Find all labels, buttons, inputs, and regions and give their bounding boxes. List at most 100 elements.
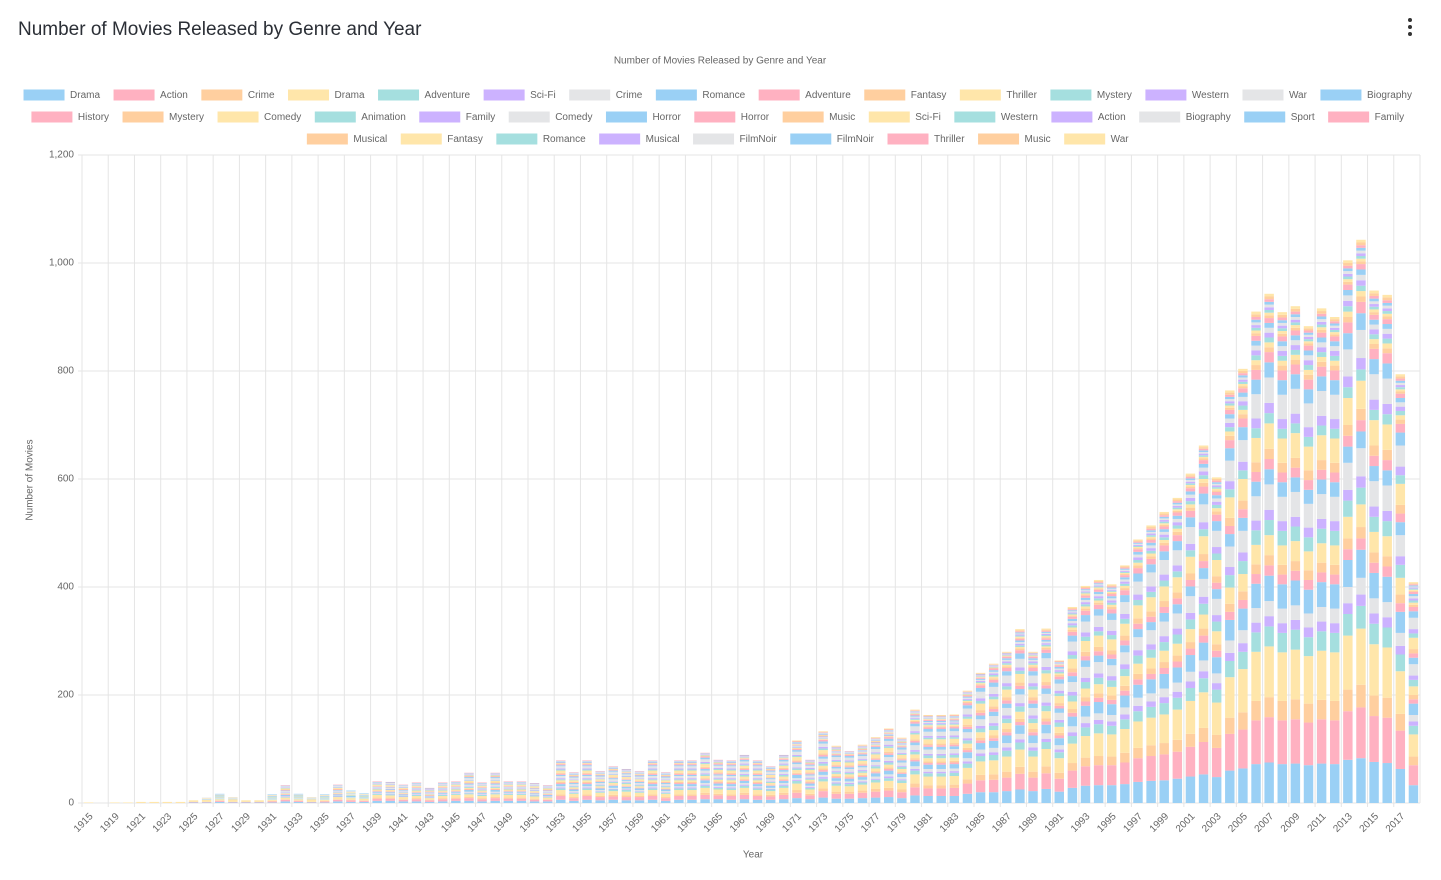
- bar-segment: [1146, 611, 1156, 617]
- bar-segment: [1316, 699, 1327, 720]
- legend-swatch: [508, 111, 550, 123]
- bar-segment: [372, 791, 382, 792]
- bar-segment: [228, 798, 238, 800]
- bar-segment: [424, 789, 435, 791]
- bar-segment: [503, 786, 514, 788]
- bar-segment: [897, 777, 907, 780]
- legend-swatch: [31, 111, 73, 123]
- bar-segment: [923, 771, 933, 774]
- bar-segment: [765, 774, 776, 775]
- bar-segment: [215, 800, 225, 801]
- bar-segment: [1343, 560, 1353, 587]
- bar-segment: [1343, 333, 1353, 350]
- bar-segment: [621, 772, 632, 774]
- bar-segment: [529, 788, 540, 789]
- bar-segment: [1028, 651, 1038, 653]
- bar-segment: [241, 801, 251, 803]
- bar-segment: [1172, 592, 1183, 599]
- bar-segment: [490, 775, 500, 776]
- bar-segment: [870, 753, 881, 755]
- bar-segment: [464, 773, 474, 775]
- bar-segment: [661, 797, 671, 799]
- bar-segment: [674, 762, 684, 764]
- bar-segment: [359, 801, 369, 803]
- bar-segment: [975, 710, 986, 713]
- bar-segment: [1002, 653, 1012, 655]
- bar-segment: [1303, 403, 1314, 428]
- bar-segment: [739, 767, 750, 769]
- bar-segment: [1303, 341, 1314, 344]
- bar-segment: [870, 791, 881, 798]
- bar-segment: [1316, 311, 1327, 314]
- bar-segment: [333, 788, 343, 790]
- bar-segment: [700, 766, 710, 768]
- bar-segment: [1002, 654, 1012, 656]
- bar-segment: [280, 793, 291, 794]
- bar-segment: [739, 774, 750, 777]
- bar-segment: [1225, 717, 1235, 734]
- bar-segment: [280, 796, 291, 798]
- bar-segment: [1264, 575, 1274, 602]
- bar-segment: [1356, 258, 1366, 262]
- bar-segment: [1225, 660, 1235, 678]
- bar-segment: [936, 768, 946, 772]
- bar-segment: [1198, 741, 1209, 775]
- bar-segment: [1343, 425, 1353, 436]
- bar-segment: [1002, 686, 1012, 690]
- bar-segment: [1120, 581, 1130, 584]
- bar-segment: [1133, 623, 1143, 630]
- bar-segment: [779, 758, 789, 760]
- bar-segment: [661, 792, 671, 793]
- bar-segment: [1382, 576, 1392, 603]
- bar-segment: [897, 739, 907, 740]
- bar-segment: [359, 793, 369, 795]
- bar-segment: [634, 774, 645, 776]
- bar-segment: [1198, 568, 1209, 579]
- bar-segment: [1146, 530, 1156, 532]
- bar-segment: [438, 783, 448, 785]
- bar-segment: [1316, 606, 1327, 622]
- bar-segment: [752, 783, 763, 785]
- bar-segment: [359, 795, 369, 797]
- bar-segment: [857, 745, 868, 746]
- bar-segment: [792, 780, 802, 784]
- bar-segment: [1093, 604, 1104, 610]
- bar-segment: [779, 757, 789, 759]
- bar-segment: [765, 768, 776, 769]
- bar-segment: [936, 717, 946, 719]
- bar-segment: [1172, 509, 1183, 511]
- bar-segment: [451, 791, 461, 792]
- bar-segment: [752, 762, 763, 764]
- bar-segment: [1185, 642, 1196, 649]
- legend-item: Sci-Fi: [483, 89, 556, 101]
- bar-segment: [1225, 603, 1235, 612]
- bar-segment: [634, 791, 645, 793]
- bar-segment: [634, 772, 645, 774]
- bar-segment: [1343, 462, 1353, 490]
- bar-segment: [1408, 596, 1419, 599]
- bar-segment: [1382, 424, 1392, 450]
- bar-segment: [975, 672, 986, 674]
- bar-segment: [1080, 701, 1091, 706]
- bar-segment: [910, 768, 920, 771]
- bar-segment: [884, 736, 894, 738]
- bar-segment: [1133, 684, 1143, 698]
- bar-segment: [1211, 485, 1222, 488]
- legend-label: Action: [1098, 112, 1126, 123]
- bar-segment: [556, 769, 566, 771]
- bar-segment: [949, 719, 960, 721]
- bar-segment: [1185, 507, 1196, 511]
- bar-segment: [897, 741, 907, 743]
- bar-segment: [962, 698, 973, 700]
- bar-segment: [779, 785, 789, 788]
- bar-segment: [582, 766, 592, 769]
- legend-swatch: [782, 111, 824, 123]
- bar-segment: [608, 794, 618, 797]
- bar-segment: [870, 772, 881, 774]
- bar-segment: [1408, 734, 1419, 757]
- menu-button[interactable]: [1408, 18, 1412, 36]
- bar-segment: [1330, 380, 1340, 395]
- bar-segment: [385, 789, 395, 791]
- bar-segment: [687, 766, 697, 769]
- bar-segment: [1303, 589, 1314, 614]
